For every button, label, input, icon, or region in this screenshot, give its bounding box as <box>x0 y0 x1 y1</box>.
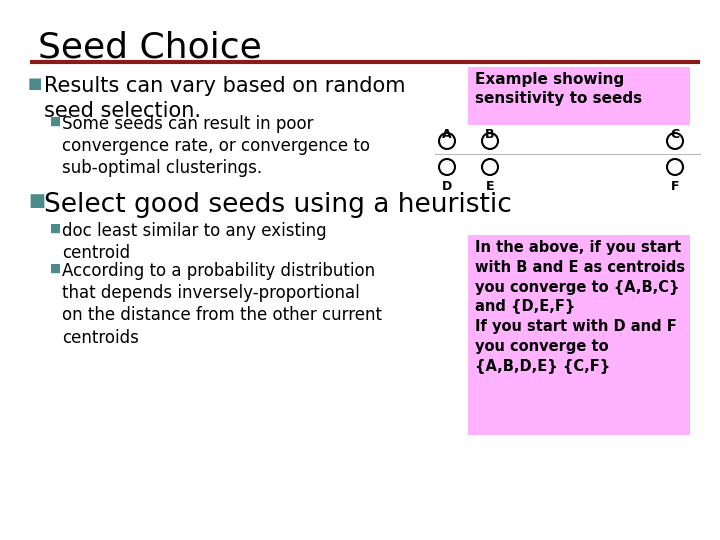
FancyBboxPatch shape <box>468 67 690 125</box>
Text: D: D <box>442 180 452 193</box>
Text: ■: ■ <box>28 192 45 210</box>
Text: A: A <box>442 128 452 141</box>
Text: Some seeds can result in poor
convergence rate, or convergence to
sub-optimal cl: Some seeds can result in poor convergenc… <box>62 115 370 178</box>
Text: In the above, if you start
with B and E as centroids
you converge to {A,B,C}
and: In the above, if you start with B and E … <box>475 240 685 374</box>
Text: F: F <box>671 180 679 193</box>
FancyBboxPatch shape <box>468 235 690 435</box>
Text: ■: ■ <box>28 76 42 91</box>
Text: doc least similar to any existing
centroid: doc least similar to any existing centro… <box>62 222 327 262</box>
Text: Seed Choice: Seed Choice <box>38 30 262 64</box>
Text: E: E <box>486 180 494 193</box>
Text: Example showing
sensitivity to seeds: Example showing sensitivity to seeds <box>475 72 642 106</box>
Text: Results can vary based on random
seed selection.: Results can vary based on random seed se… <box>44 76 405 121</box>
Text: C: C <box>670 128 680 141</box>
Text: B: B <box>485 128 495 141</box>
Text: ■: ■ <box>50 115 61 128</box>
Text: ■: ■ <box>50 262 61 275</box>
Text: ■: ■ <box>50 222 61 235</box>
Text: Select good seeds using a heuristic: Select good seeds using a heuristic <box>44 192 512 218</box>
Text: According to a probability distribution
that depends inversely-proportional
on t: According to a probability distribution … <box>62 262 382 347</box>
